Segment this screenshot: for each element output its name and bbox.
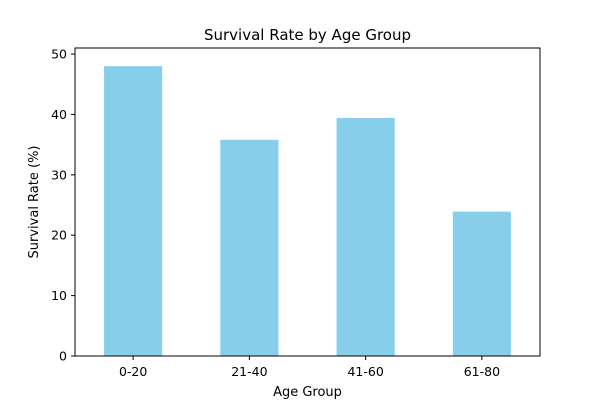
y-tick-label: 40 xyxy=(51,107,67,122)
x-axis-ticks: 0-20 21-40 41-60 61-80 xyxy=(119,356,500,379)
bar-21-40 xyxy=(220,139,279,356)
x-tick-label: 21-40 xyxy=(231,364,267,379)
bar-61-80 xyxy=(452,211,511,356)
plot-frame xyxy=(74,47,541,357)
y-axis-ticks: 0 10 20 30 40 50 xyxy=(51,47,75,364)
y-axis-label: Survival Rate (%) xyxy=(27,146,42,259)
x-tick-label: 0-20 xyxy=(119,364,147,379)
y-tick-label: 20 xyxy=(51,228,67,243)
x-tick-label: 41-60 xyxy=(347,364,383,379)
y-tick-label: 10 xyxy=(51,288,67,303)
y-tick-label: 50 xyxy=(51,47,67,62)
chart-title: Survival Rate by Age Group xyxy=(204,26,411,44)
y-tick-label: 0 xyxy=(59,349,67,364)
x-axis-label: Age Group xyxy=(273,385,342,400)
y-tick-label: 30 xyxy=(51,167,67,182)
bar-41-60 xyxy=(336,118,395,356)
bar-0-20 xyxy=(104,66,163,356)
x-tick-label: 61-80 xyxy=(464,364,500,379)
bars-group xyxy=(104,66,511,356)
